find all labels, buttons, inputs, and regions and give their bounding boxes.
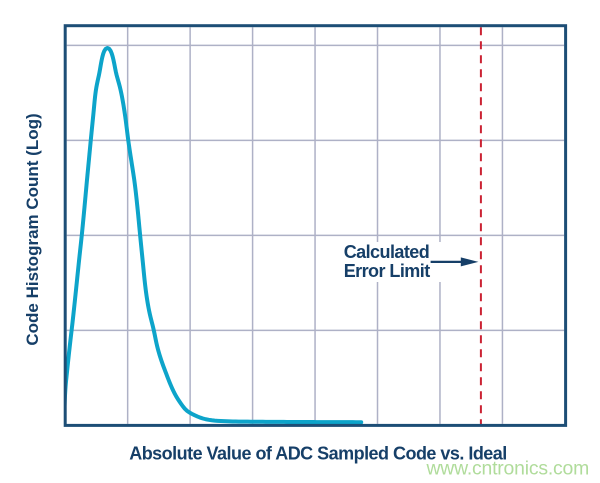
svg-text:Code Histogram Count (Log): Code Histogram Count (Log) bbox=[23, 113, 42, 345]
svg-text:Error Limit: Error Limit bbox=[344, 261, 431, 281]
svg-text:www.cntronics.com: www.cntronics.com bbox=[426, 458, 590, 480]
svg-text:Absolute Value of ADC Sampled: Absolute Value of ADC Sampled Code vs. I… bbox=[129, 444, 507, 464]
svg-text:Calculated: Calculated bbox=[344, 242, 430, 262]
